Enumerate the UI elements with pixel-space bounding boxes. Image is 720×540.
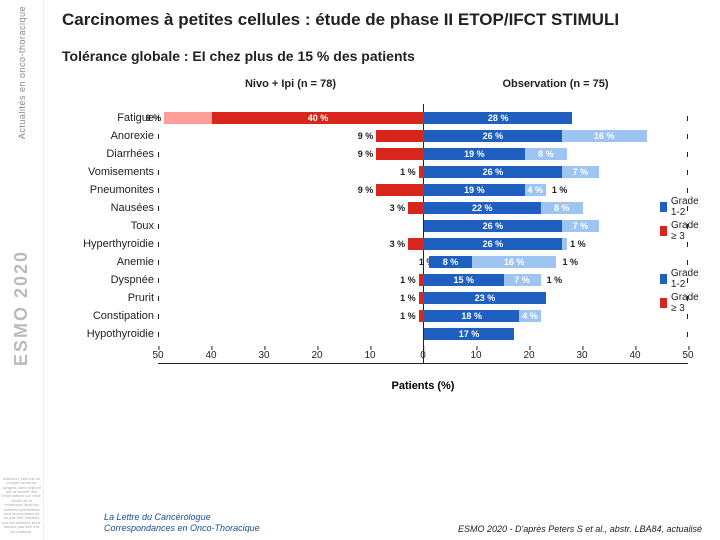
- x-tick: 10: [364, 350, 375, 361]
- chart-header-right: Observation (n = 75): [423, 78, 688, 90]
- chart-row: Hyperthyroidie 3 %26 %1 %: [58, 236, 688, 252]
- chart-row: Diarrhées 9 %19 %8 %: [58, 146, 688, 162]
- bar-segment: 8 %: [525, 148, 567, 160]
- bar-segment: 19 %: [424, 184, 525, 196]
- row-label: Diarrhées: [58, 148, 158, 160]
- bar-segment: 23 %: [424, 292, 546, 304]
- x-tick: 40: [629, 350, 640, 361]
- x-tick: 50: [682, 350, 693, 361]
- footer-left: La Lettre du Cancérologue Correspondance…: [104, 512, 260, 534]
- bar-segment: 26 %: [424, 130, 562, 142]
- sidebar-disclaimer: Attention, ceci est un compte-rendu de c…: [0, 477, 43, 534]
- bar-segment: 40 %: [212, 112, 424, 124]
- sidebar: Actualités en onco-thoracique ESMO 2020 …: [0, 0, 44, 540]
- bar-segment: 4 %: [525, 184, 546, 196]
- bar-segment: 18 %: [424, 310, 519, 322]
- row-label: Anorexie: [58, 130, 158, 142]
- footer-right: ESMO 2020 - D'après Peters S et al., abs…: [458, 524, 702, 534]
- x-tick: 20: [311, 350, 322, 361]
- chart-row: Anorexie 9 %26 %16 %: [58, 128, 688, 144]
- chart-headers: Nivo + Ipi (n = 78) Observation (n = 75): [58, 78, 698, 90]
- row-label: Nausées: [58, 202, 158, 214]
- bar-segment: 26 %: [424, 220, 562, 232]
- x-tick: 30: [576, 350, 587, 361]
- bar-segment: 28 %: [424, 112, 572, 124]
- page-title: Carcinomes à petites cellules : étude de…: [62, 10, 702, 30]
- x-tick: 20: [523, 350, 534, 361]
- row-label: Fatigue: [58, 112, 158, 124]
- row-label: Vomisements: [58, 166, 158, 178]
- x-tick: 10: [470, 350, 481, 361]
- bar-segment: 9 %: [376, 130, 424, 142]
- bar-segment: 19 %: [424, 148, 525, 160]
- page-subtitle: Tolérance globale : EI chez plus de 15 %…: [62, 48, 702, 64]
- bar-segment: 1 %: [562, 238, 567, 250]
- chart-row: Constipation1 %18 %4 %: [58, 308, 688, 324]
- bar-segment: 9 %: [376, 148, 424, 160]
- bar-segment: 3 %: [408, 238, 424, 250]
- chart-row: Toux 26 %7 %: [58, 218, 688, 234]
- row-label: Anemie: [58, 256, 158, 268]
- chart-header-left: Nivo + Ipi (n = 78): [158, 78, 423, 90]
- bar-segment: 7 %: [562, 220, 599, 232]
- chart: Nivo + Ipi (n = 78) Observation (n = 75)…: [58, 78, 698, 386]
- bar-segment: 7 %: [504, 274, 541, 286]
- x-tick: 30: [258, 350, 269, 361]
- bar-segment: 8 %: [429, 256, 471, 268]
- row-label: Dyspnée: [58, 274, 158, 286]
- x-tick: 40: [205, 350, 216, 361]
- chart-row: Fatigue 40 %9 % 28 %: [58, 110, 688, 126]
- bar-segment: 16 %: [472, 256, 557, 268]
- chart-row: Hypothyroidie 17 %: [58, 326, 688, 342]
- bar-segment: 8 %: [541, 202, 583, 214]
- chart-row: Anemie1 %8 %16 %1 %: [58, 254, 688, 270]
- chart-row: Prurit1 %23 %: [58, 290, 688, 306]
- chart-row: Pneumonites9 %19 %4 %1 %: [58, 182, 688, 198]
- chart-row: Vomisements1 %26 %7 %: [58, 164, 688, 180]
- bar-segment: 26 %: [424, 166, 562, 178]
- bar-segment: 15 %: [424, 274, 504, 286]
- sidebar-top-text: Actualités en onco-thoracique: [17, 6, 27, 139]
- main-content: Carcinomes à petites cellules : étude de…: [44, 0, 720, 540]
- row-label: Toux: [58, 220, 158, 232]
- chart-row: Dyspnée1 %15 %7 %1 %: [58, 272, 688, 288]
- bar-segment: 16 %: [562, 130, 647, 142]
- bar-segment: 26 %: [424, 238, 562, 250]
- bar-segment: 9 %: [376, 184, 424, 196]
- bar-segment: 7 %: [562, 166, 599, 178]
- row-label: Hypothyroidie: [58, 328, 158, 340]
- bar-segment: 22 %: [424, 202, 541, 214]
- sidebar-mid-text: ESMO 2020: [11, 250, 32, 366]
- bar-segment: 3 %: [408, 202, 424, 214]
- bar-segment: 4 %: [519, 310, 540, 322]
- row-label: Constipation: [58, 310, 158, 322]
- row-label: Prurit: [58, 292, 158, 304]
- x-tick: 50: [152, 350, 163, 361]
- bar-segment: 17 %: [424, 328, 514, 340]
- x-tick: 0: [420, 350, 426, 361]
- footer: La Lettre du Cancérologue Correspondance…: [104, 512, 702, 534]
- chart-row: Nausées 3 %22 %8 %: [58, 200, 688, 216]
- x-axis-label: Patients (%): [158, 380, 688, 392]
- row-label: Pneumonites: [58, 184, 158, 196]
- bar-segment: 9 %: [164, 112, 212, 124]
- row-label: Hyperthyroidie: [58, 238, 158, 250]
